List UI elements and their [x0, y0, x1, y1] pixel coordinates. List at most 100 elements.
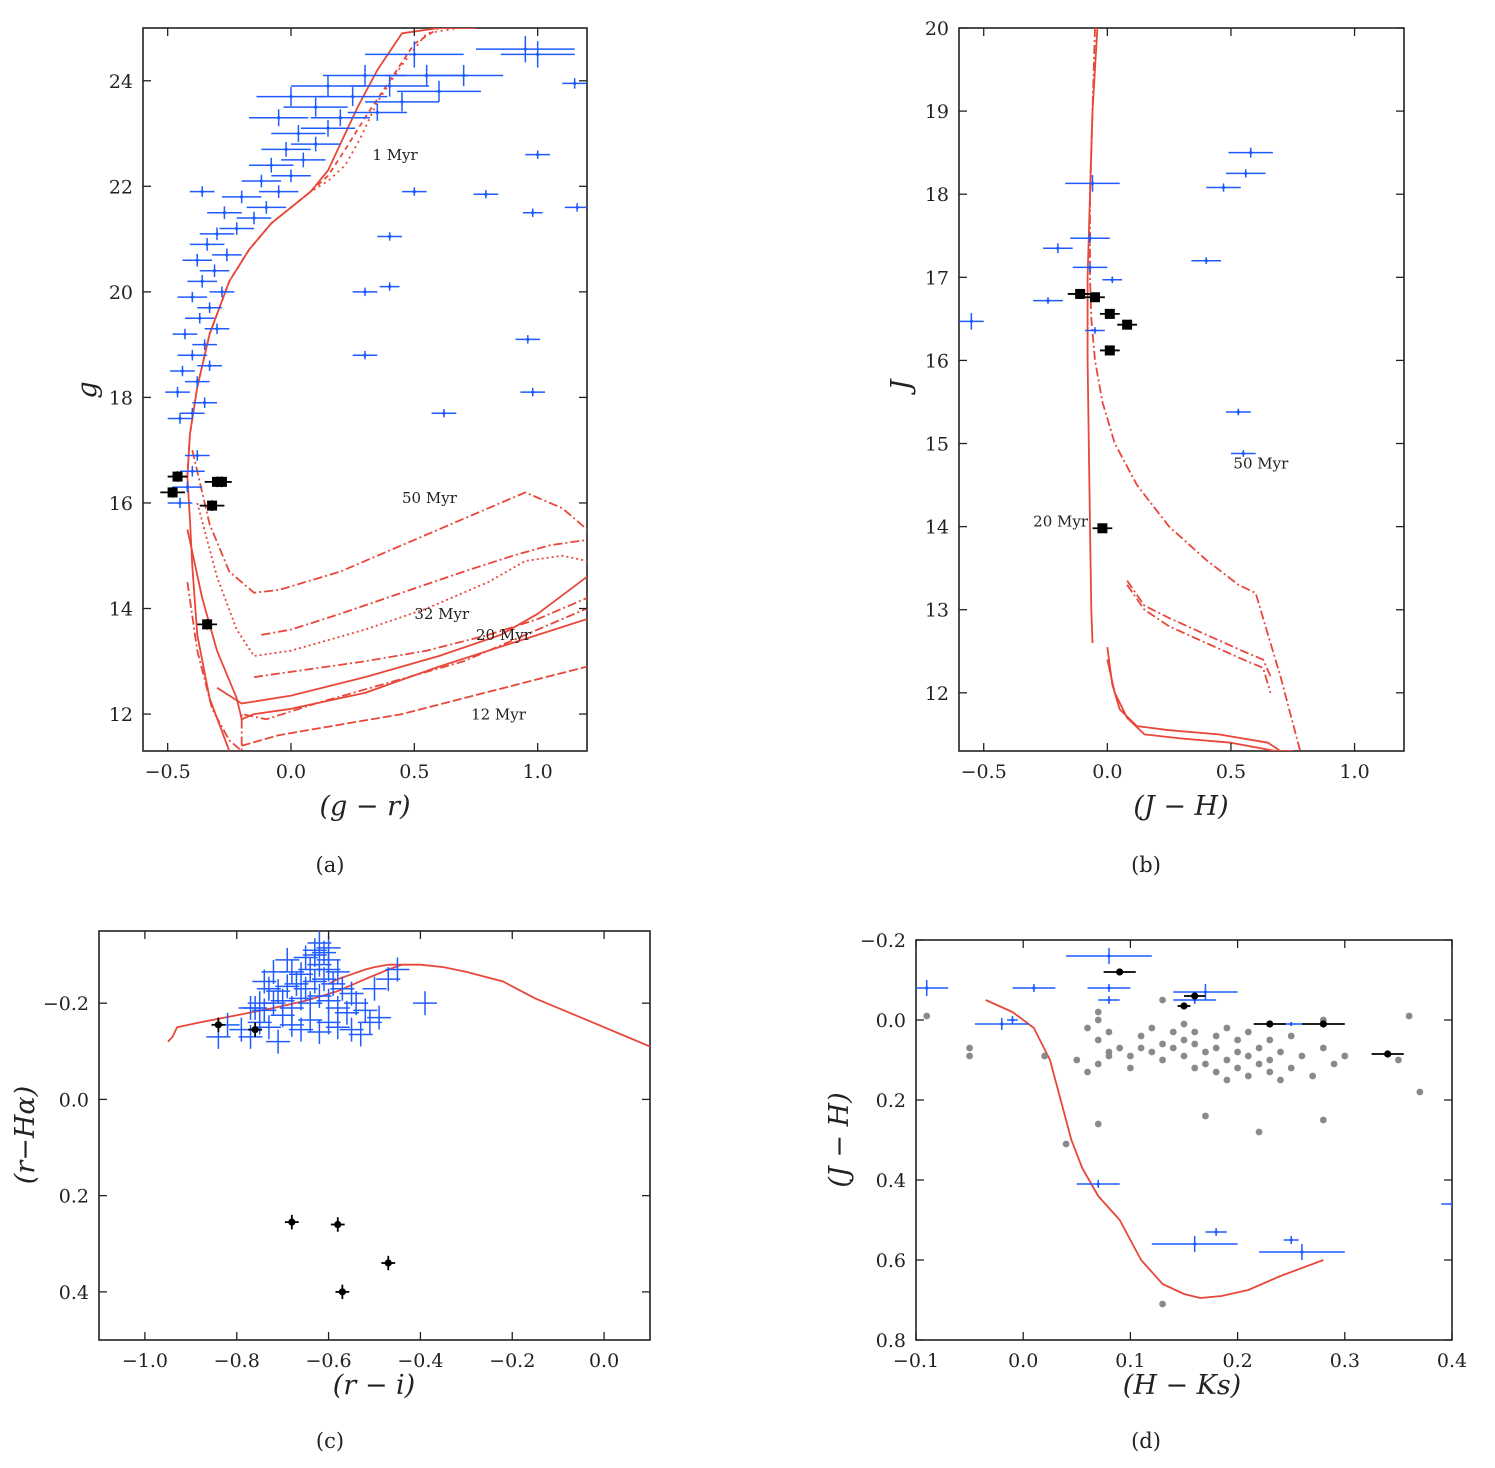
field-point: [1012, 984, 1056, 992]
reference-point: [1094, 1016, 1102, 1024]
reference-point: [1395, 1056, 1402, 1064]
field-point: [376, 967, 401, 992]
field-point: [197, 302, 222, 313]
reference-point: [1169, 1028, 1177, 1036]
panel-b-plot: −0.5 0.0 0.5 1.0 12 13 14 15 16 17 18 19 20 20 Myr 50 …: [925, 18, 1404, 783]
reference-point: [1234, 1048, 1241, 1056]
member-point: [284, 1214, 299, 1230]
panel-c-frame: [98, 930, 651, 1341]
reference-point: [1159, 1040, 1166, 1048]
field-point: [252, 998, 277, 1023]
field-point: [180, 466, 205, 477]
field-point: [339, 1017, 364, 1042]
reference-point: [1094, 1008, 1102, 1016]
field-point: [1259, 1244, 1345, 1260]
field-point: [424, 64, 504, 87]
field-point: [352, 287, 378, 297]
field-point: [238, 1024, 263, 1049]
isochrone-label: 1 Myr: [372, 146, 418, 164]
field-point: [397, 80, 481, 102]
panel-b-ylabel: J: [886, 377, 917, 395]
x-tick-label: 1.0: [523, 761, 553, 783]
x-tick-label: 0.4: [1437, 1350, 1467, 1372]
field-point: [283, 97, 348, 117]
panel-d: −0.1 0.0 0.1 0.2 0.3 0.4 −0.2 0.0 0.2 0.4 0.6 0.8 (…: [824, 930, 1467, 1453]
panel-c-xlabel: (r − i): [333, 1370, 415, 1401]
x-tick-label: 1.0: [1339, 761, 1369, 783]
reference-point: [1127, 1064, 1134, 1072]
field-point: [476, 35, 575, 63]
field-point: [316, 988, 341, 1013]
field-point: [256, 1015, 281, 1040]
field-point: [307, 983, 332, 1008]
reference-point: [966, 1052, 973, 1060]
panel-a-frame: [142, 27, 588, 752]
reference-point: [1191, 1064, 1199, 1072]
member-point: [248, 1022, 263, 1037]
field-point: [365, 92, 439, 112]
reference-point: [1255, 1060, 1263, 1068]
model-curve: [186, 529, 587, 721]
field-point: [271, 169, 311, 183]
field-point: [300, 119, 356, 137]
model-curve: [1106, 659, 1286, 751]
y-tick-label: 0.0: [876, 1010, 906, 1032]
field-point: [249, 109, 309, 127]
field-point: [334, 1000, 359, 1025]
reference-point: [923, 1012, 931, 1020]
isochrone-label: 32 Myr: [414, 605, 470, 623]
y-tick-label: 0.4: [876, 1170, 906, 1192]
reference-point: [1094, 1060, 1102, 1068]
y-tick-label: 18: [109, 387, 133, 409]
reference-point: [1266, 1068, 1274, 1076]
member-point: [1099, 345, 1120, 356]
x-tick-label: 0.0: [589, 1350, 619, 1372]
field-point: [347, 103, 407, 121]
member-point: [1099, 308, 1120, 319]
field-point: [189, 186, 215, 197]
y-tick-label: 22: [109, 176, 133, 198]
panel-b-xlabel: (J − H): [1133, 791, 1228, 822]
model-curve: [196, 502, 587, 657]
field-point: [167, 413, 193, 424]
field-point: [275, 974, 300, 999]
panel-c-ylabel: (r−Hα): [10, 1086, 41, 1184]
x-tick-label: −0.5: [145, 761, 191, 783]
y-tick-label: 14: [925, 517, 949, 539]
reference-point: [1127, 1052, 1134, 1060]
x-tick-label: −1.0: [122, 1350, 168, 1372]
x-tick-label: 0.0: [1092, 761, 1122, 783]
model-curve: [191, 449, 587, 594]
panel-b: −0.5 0.0 0.5 1.0 12 13 14 15 16 17 18 19 20 20 Myr 50 …: [886, 18, 1405, 877]
model-curve: [328, 963, 403, 985]
reference-point: [1202, 1060, 1209, 1068]
field-point: [1033, 297, 1063, 304]
panel-a-xlabel: (g − r): [319, 791, 410, 822]
member-point: [211, 1017, 226, 1033]
field-point: [261, 141, 311, 157]
field-point: [298, 991, 323, 1016]
reference-point: [1234, 1036, 1241, 1044]
reference-point: [1180, 1052, 1188, 1060]
member-point: [1092, 523, 1113, 534]
x-tick-label: 0.2: [1222, 1350, 1252, 1372]
y-tick-label: 16: [109, 493, 133, 515]
field-point: [182, 253, 213, 267]
reference-point: [1212, 1068, 1220, 1076]
y-tick-label: 14: [109, 599, 133, 621]
reference-point: [1287, 1032, 1295, 1040]
reference-point: [1277, 1076, 1284, 1084]
reference-point: [1148, 1048, 1156, 1056]
member-point: [335, 1284, 350, 1300]
member-point: [1371, 1050, 1404, 1058]
member-point: [1253, 1020, 1286, 1028]
field-point: [1226, 408, 1251, 416]
field-point: [256, 87, 326, 107]
field-point: [279, 995, 304, 1020]
field-point: [236, 211, 272, 225]
field-point: [1228, 147, 1273, 158]
field-point: [1087, 984, 1131, 992]
reference-point: [966, 1044, 973, 1052]
x-tick-label: 0.0: [276, 761, 306, 783]
y-tick-label: −0.2: [860, 930, 906, 952]
